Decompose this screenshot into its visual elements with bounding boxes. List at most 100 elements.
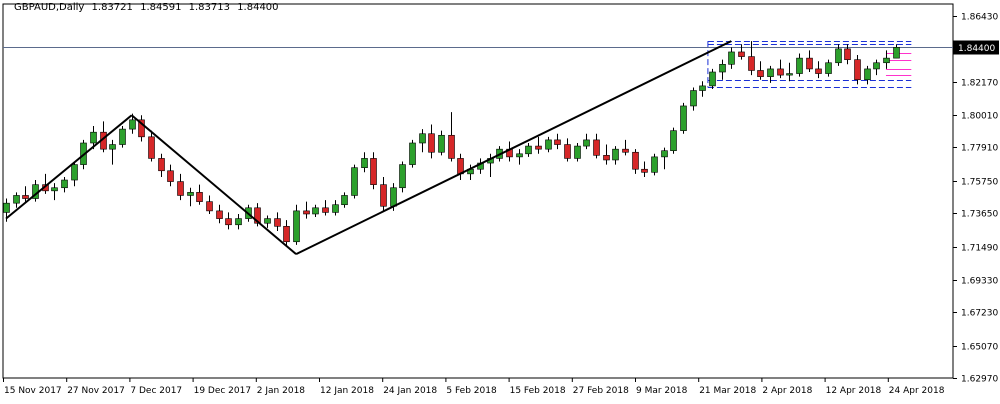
candle-bear xyxy=(806,57,813,70)
candle-bear xyxy=(844,48,851,60)
candle-bull xyxy=(119,128,126,145)
candle-bear xyxy=(283,226,290,243)
x-tick-label: 27 Feb 2018 xyxy=(573,386,629,396)
candle-bull xyxy=(409,142,416,165)
candle-bear xyxy=(603,155,610,161)
candle-bear xyxy=(22,195,29,199)
candle-bull xyxy=(680,105,687,131)
candle-bear xyxy=(448,134,455,159)
candle-bull xyxy=(235,218,242,226)
candle-bear xyxy=(535,145,542,150)
candle-bull xyxy=(61,179,68,189)
candle-bear xyxy=(738,51,745,57)
candle-bear xyxy=(757,70,764,77)
candle-bull xyxy=(699,85,706,91)
candle-bull xyxy=(786,73,793,76)
chart-close-value: 1.84400 xyxy=(237,2,279,13)
candle-bear xyxy=(158,158,165,172)
current-price-label: 1.84400 xyxy=(958,44,995,54)
candle-bear xyxy=(641,168,648,173)
candle-bear xyxy=(216,210,223,219)
candle-bull xyxy=(545,139,552,150)
candle-bear xyxy=(254,207,261,224)
y-tick-label: 1.80010 xyxy=(961,112,998,122)
y-tick-label: 1.82170 xyxy=(961,79,998,89)
candle-bull xyxy=(583,139,590,147)
x-tick-label: 24 Jan 2018 xyxy=(383,386,437,396)
x-tick-label: 15 Nov 2017 xyxy=(4,386,62,396)
candle-bear xyxy=(854,59,861,81)
candle-bear xyxy=(370,158,377,185)
candle-bull xyxy=(883,57,890,64)
x-tick-label: 2 Apr 2018 xyxy=(762,386,812,396)
trendline xyxy=(295,40,732,255)
x-tick-label: 9 Mar 2018 xyxy=(636,386,688,396)
trendline xyxy=(5,114,133,220)
candle-bull xyxy=(3,202,10,213)
candle-bull xyxy=(419,133,426,144)
x-tick-label: 5 Feb 2018 xyxy=(446,386,497,396)
y-tick-label: 1.73650 xyxy=(961,210,998,220)
candle-bear xyxy=(632,151,639,170)
candle-bull xyxy=(13,195,20,204)
candle-bull xyxy=(361,158,368,168)
y-tick-label: 1.67230 xyxy=(961,309,998,319)
candle-bear xyxy=(225,218,232,226)
candle-bull xyxy=(661,150,668,158)
candle-bull xyxy=(312,207,319,215)
candle-bull xyxy=(893,47,900,59)
chart-header: GBPAUD,Daily 1.83721 1.84591 1.83713 1.8… xyxy=(14,2,283,13)
trendline xyxy=(131,114,297,255)
x-tick-label: 12 Apr 2018 xyxy=(826,386,882,396)
current-price-marker xyxy=(953,40,999,55)
candle-bear xyxy=(428,133,435,153)
y-tick-label: 1.86430 xyxy=(961,13,998,23)
candle-bull xyxy=(109,144,116,150)
candle-bull xyxy=(264,218,271,224)
candle-bull xyxy=(728,51,735,65)
y-tick-label: 1.75750 xyxy=(961,178,998,188)
candle-bull xyxy=(835,48,842,64)
candle-bull xyxy=(51,187,58,192)
y-tick-label: 1.62970 xyxy=(961,375,998,385)
candle-bull xyxy=(129,119,136,130)
candle-bear xyxy=(554,139,561,145)
candle-bear xyxy=(322,207,329,213)
candle-bear xyxy=(167,170,174,182)
y-tick-label: 1.65070 xyxy=(961,343,998,353)
candle-bear xyxy=(622,148,629,153)
candle-bear xyxy=(593,139,600,156)
candle-bull xyxy=(612,148,619,161)
candle-bear xyxy=(148,136,155,159)
candle-bull xyxy=(873,62,880,70)
candle-bear xyxy=(138,119,145,138)
candle-bear xyxy=(777,68,784,76)
candle-bull xyxy=(670,130,677,152)
x-tick-label: 27 Nov 2017 xyxy=(67,386,125,396)
candle-bull xyxy=(574,145,581,159)
candle-bull xyxy=(516,153,523,158)
y-tick-label: 1.71490 xyxy=(961,244,998,254)
candle-bull xyxy=(438,134,445,153)
candle-bull xyxy=(864,68,871,81)
x-tick-label: 15 Feb 2018 xyxy=(510,386,566,396)
candle-bull xyxy=(690,90,697,107)
candle-bear xyxy=(196,192,203,202)
chart-low-value: 1.83713 xyxy=(188,2,230,13)
plot-border xyxy=(2,3,954,379)
candle-bull xyxy=(719,63,726,73)
candle-bull xyxy=(90,131,97,144)
candle-bull xyxy=(796,57,803,74)
candle-bear xyxy=(206,201,213,212)
chart-open-value: 1.83721 xyxy=(91,2,133,13)
chart-high-value: 1.84591 xyxy=(140,2,182,13)
candle-bull xyxy=(187,192,194,196)
candle-bear xyxy=(815,68,822,74)
chart-symbol: GBPAUD,Daily xyxy=(14,2,85,13)
candle-bull xyxy=(825,62,832,74)
candle-bear xyxy=(303,210,310,215)
x-tick-label: 24 Apr 2018 xyxy=(889,386,945,396)
candle-bull xyxy=(390,187,397,207)
candle-bull xyxy=(71,164,78,181)
x-tick-label: 19 Dec 2017 xyxy=(194,386,252,396)
